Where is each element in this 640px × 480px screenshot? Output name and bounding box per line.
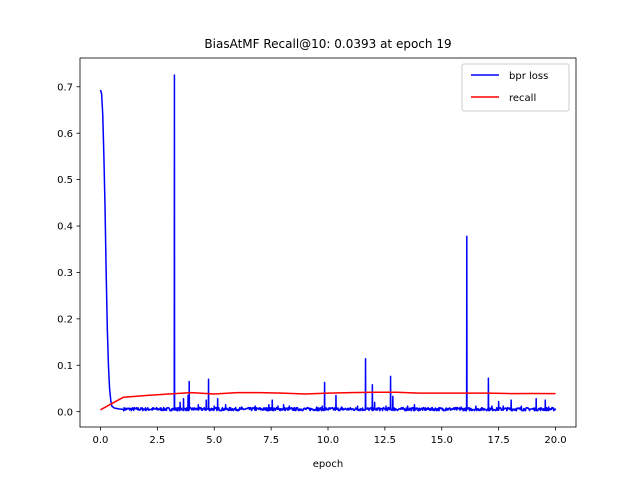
x-tick-label: 2.5 (149, 435, 165, 446)
x-tick-label: 20.0 (544, 435, 566, 446)
series-layer (99, 74, 557, 412)
x-tick-label: 7.5 (263, 435, 279, 446)
y-tick-label: 0.6 (57, 129, 73, 140)
series-bpr-loss-line (99, 74, 557, 412)
series-recall-line (100, 391, 556, 411)
y-axis: 0.0 0.1 0.2 0.3 0.4 0.5 0.6 0.7 (57, 82, 80, 418)
x-tick-label: 15.0 (431, 435, 453, 446)
x-tick-label: 10.0 (317, 435, 339, 446)
legend: bpr loss recall (461, 63, 570, 112)
x-axis-label: epoch (313, 459, 343, 470)
y-tick-label: 0.1 (57, 361, 73, 372)
x-tick-label: 5.0 (206, 435, 222, 446)
x-tick-label: 0.0 (93, 435, 109, 446)
y-tick-label: 0.0 (57, 407, 73, 418)
y-tick-label: 0.4 (57, 222, 73, 233)
chart-title: BiasAtMF Recall@10: 0.0393 at epoch 19 (204, 37, 451, 51)
x-tick-label: 17.5 (488, 435, 510, 446)
x-tick-label: 12.5 (374, 435, 396, 446)
legend-label-bpr-loss: bpr loss (509, 71, 548, 82)
y-tick-label: 0.2 (57, 314, 73, 325)
y-tick-label: 0.5 (57, 175, 73, 186)
y-tick-label: 0.3 (57, 268, 73, 279)
legend-label-recall: recall (509, 93, 536, 104)
y-tick-label: 0.7 (57, 82, 73, 93)
x-axis: 0.0 2.5 5.0 7.5 10.0 12.5 15.0 17.5 20.0 (93, 427, 567, 446)
